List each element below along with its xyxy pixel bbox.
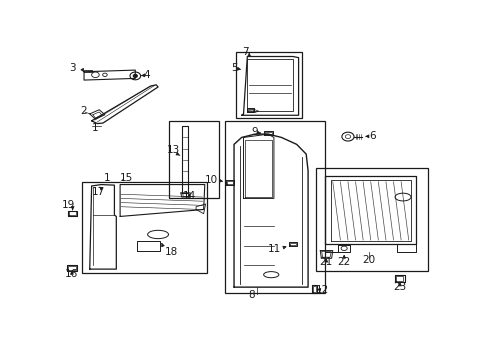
Bar [236, 51, 302, 118]
Circle shape [133, 75, 137, 77]
Text: 17: 17 [92, 187, 105, 197]
Text: 15: 15 [120, 173, 133, 183]
Text: 6: 6 [369, 131, 376, 141]
Text: 16: 16 [65, 269, 78, 279]
Text: 1: 1 [92, 123, 99, 133]
Text: 21: 21 [319, 257, 333, 267]
Text: 9: 9 [251, 127, 258, 137]
Text: 8: 8 [248, 291, 254, 301]
Text: 1: 1 [103, 173, 110, 183]
Text: 4: 4 [144, 70, 150, 80]
Bar [316, 168, 428, 270]
Text: 3: 3 [69, 63, 76, 73]
Text: 18: 18 [165, 247, 178, 257]
Bar [82, 182, 207, 273]
Bar [170, 121, 219, 198]
Text: 22: 22 [338, 257, 351, 267]
Text: 2: 2 [81, 106, 87, 116]
Text: 23: 23 [393, 282, 407, 292]
Text: 19: 19 [62, 201, 75, 210]
Text: 20: 20 [362, 255, 375, 265]
Text: 5: 5 [231, 63, 237, 73]
Text: 14: 14 [183, 191, 196, 201]
Text: 10: 10 [205, 175, 218, 185]
Text: 11: 11 [268, 244, 281, 254]
Text: 7: 7 [242, 47, 249, 57]
Bar [224, 121, 325, 293]
Text: 13: 13 [167, 145, 180, 155]
Text: 12: 12 [316, 285, 329, 295]
